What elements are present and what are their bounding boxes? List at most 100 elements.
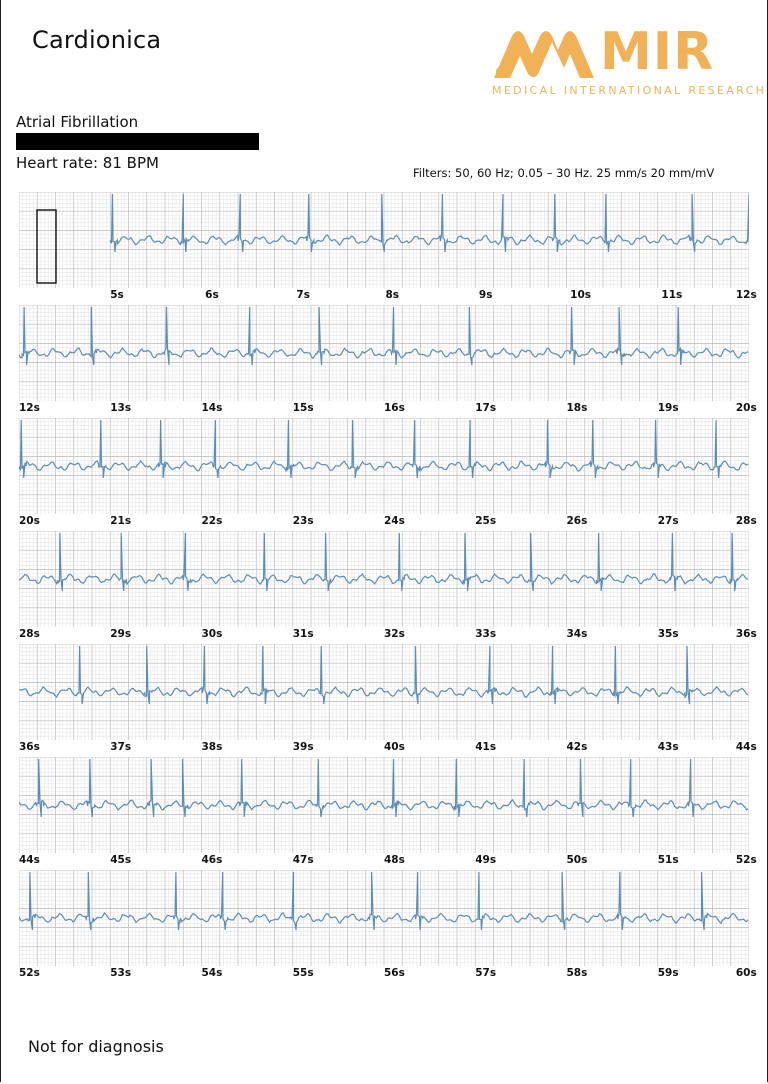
time-tick-label: 29s bbox=[110, 628, 132, 640]
app-title: Cardionica bbox=[32, 26, 162, 54]
time-tick-label: 12s bbox=[735, 289, 757, 301]
ecg-strip: 36s 37s 38s 39s 40s 41s 42s 43s 44s bbox=[19, 644, 757, 753]
time-tick-label: 17s bbox=[475, 402, 497, 414]
time-tick-label: 28s bbox=[735, 515, 757, 527]
time-axis: 5s 6s 7s 8s 9s 10s 11s 12s bbox=[19, 289, 756, 303]
time-tick-label: 23s bbox=[292, 515, 314, 527]
time-tick-label: 31s bbox=[292, 628, 314, 640]
ecg-strip: 52s 53s 54s 55s 56s 57s 58s 59s 60s bbox=[19, 870, 757, 979]
time-tick-label: 44s bbox=[735, 741, 757, 753]
time-tick-label: 25s bbox=[475, 515, 497, 527]
time-tick-label: 16s bbox=[384, 402, 405, 414]
ecg-grid bbox=[19, 305, 749, 401]
logo-word: MIR bbox=[600, 22, 715, 82]
time-axis: 44s 45s 46s 47s 48s 49s 50s 51s 52s bbox=[19, 854, 757, 868]
ecg-trace bbox=[19, 871, 749, 931]
time-tick-label: 13s bbox=[110, 402, 132, 414]
logo-subtitle: MEDICAL INTERNATIONAL RESEARCH bbox=[492, 84, 767, 97]
time-tick-label: 53s bbox=[110, 967, 132, 979]
time-tick-label: 27s bbox=[657, 515, 679, 527]
time-tick-label: 26s bbox=[566, 515, 588, 527]
time-tick-label: 60s bbox=[735, 967, 757, 979]
time-tick-label: 19s bbox=[657, 402, 679, 414]
ecg-trace bbox=[109, 193, 749, 253]
time-tick-label: 38s bbox=[201, 741, 223, 753]
mir-logo: MIR MEDICAL INTERNATIONAL RESEARCH bbox=[492, 22, 764, 100]
time-tick-label: 22s bbox=[201, 515, 223, 527]
time-tick-label: 8s bbox=[385, 289, 400, 301]
ecg-grid bbox=[19, 192, 749, 288]
mir-logo-icon bbox=[494, 31, 594, 78]
time-tick-label: 36s bbox=[19, 741, 40, 753]
time-axis: 28s 29s 30s 31s 32s 33s 34s 35s 36s bbox=[19, 628, 757, 642]
time-tick-label: 36s bbox=[735, 628, 757, 640]
time-tick-label: 52s bbox=[19, 967, 40, 979]
time-tick-label: 42s bbox=[566, 741, 588, 753]
time-tick-label: 51s bbox=[657, 854, 679, 866]
time-tick-label: 49s bbox=[475, 854, 497, 866]
time-tick-label: 30s bbox=[201, 628, 223, 640]
ecg-grid bbox=[19, 531, 749, 627]
ecg-trace bbox=[19, 758, 749, 818]
time-axis: 36s 37s 38s 39s 40s 41s 42s 43s 44s bbox=[19, 741, 757, 755]
time-tick-label: 54s bbox=[201, 967, 223, 979]
time-tick-label: 11s bbox=[661, 289, 683, 301]
time-tick-label: 59s bbox=[657, 967, 679, 979]
ecg-grid bbox=[19, 644, 749, 740]
heart-rate-label: Heart rate: 81 BPM bbox=[16, 154, 159, 172]
time-axis: 20s 21s 22s 23s 24s 25s 26s 27s 28s bbox=[19, 515, 757, 529]
time-tick-label: 9s bbox=[478, 289, 493, 301]
ecg-trace bbox=[19, 532, 749, 592]
time-tick-label: 56s bbox=[384, 967, 405, 979]
ecg-trace bbox=[19, 306, 749, 366]
time-tick-label: 28s bbox=[19, 628, 40, 640]
time-tick-label: 37s bbox=[110, 741, 132, 753]
time-tick-label: 12s bbox=[19, 402, 40, 414]
time-tick-label: 21s bbox=[110, 515, 132, 527]
ecg-grid bbox=[19, 757, 749, 853]
time-tick-label: 34s bbox=[566, 628, 588, 640]
time-tick-label: 7s bbox=[296, 289, 310, 301]
ecg-trace bbox=[19, 419, 749, 479]
time-tick-label: 50s bbox=[566, 854, 588, 866]
time-tick-label: 18s bbox=[566, 402, 588, 414]
ecg-strip: 5s 6s 7s 8s 9s 10s 11s 12s bbox=[19, 192, 757, 301]
time-tick-label: 52s bbox=[735, 854, 757, 866]
ecg-trace bbox=[19, 645, 749, 705]
redacted-patient-info bbox=[16, 133, 259, 150]
time-tick-label: 10s bbox=[570, 289, 592, 301]
time-tick-label: 41s bbox=[475, 741, 497, 753]
calibration-pulse bbox=[36, 209, 57, 284]
footer-note: Not for diagnosis bbox=[28, 1037, 164, 1056]
time-axis: 12s 13s 14s 15s 16s 17s 18s 19s 20s bbox=[19, 402, 757, 416]
time-tick-label: 44s bbox=[19, 854, 40, 866]
time-tick-label: 40s bbox=[384, 741, 405, 753]
time-tick-label: 14s bbox=[201, 402, 223, 414]
ecg-grid bbox=[19, 418, 749, 514]
time-tick-label: 24s bbox=[384, 515, 405, 527]
time-axis: 52s 53s 54s 55s 56s 57s 58s 59s 60s bbox=[19, 967, 757, 981]
time-tick-label: 32s bbox=[384, 628, 405, 640]
time-tick-label: 48s bbox=[384, 854, 405, 866]
ecg-strip: 20s 21s 22s 23s 24s 25s 26s 27s 28s bbox=[19, 418, 757, 527]
time-tick-label: 39s bbox=[292, 741, 314, 753]
time-tick-label: 58s bbox=[566, 967, 588, 979]
time-tick-label: 35s bbox=[657, 628, 679, 640]
time-tick-label: 47s bbox=[292, 854, 314, 866]
time-tick-label: 55s bbox=[292, 967, 314, 979]
time-tick-label: 20s bbox=[19, 515, 40, 527]
time-tick-label: 6s bbox=[205, 289, 219, 301]
ecg-strip: 28s 29s 30s 31s 32s 33s 34s 35s 36s bbox=[19, 531, 757, 640]
diagnosis-label: Atrial Fibrillation bbox=[16, 113, 139, 131]
time-tick-label: 15s bbox=[292, 402, 314, 414]
time-tick-label: 46s bbox=[201, 854, 223, 866]
ecg-strip: 44s 45s 46s 47s 48s 49s 50s 51s 52s bbox=[19, 757, 757, 866]
time-tick-label: 20s bbox=[735, 402, 757, 414]
time-tick-label: 43s bbox=[657, 741, 679, 753]
ecg-strip: 12s 13s 14s 15s 16s 17s 18s 19s 20s bbox=[19, 305, 757, 414]
filters-label: Filters: 50, 60 Hz; 0.05 – 30 Hz. 25 mm/… bbox=[413, 166, 715, 180]
time-tick-label: 33s bbox=[475, 628, 497, 640]
time-tick-label: 45s bbox=[110, 854, 132, 866]
time-tick-label: 57s bbox=[475, 967, 497, 979]
time-tick-label: 5s bbox=[110, 289, 124, 301]
